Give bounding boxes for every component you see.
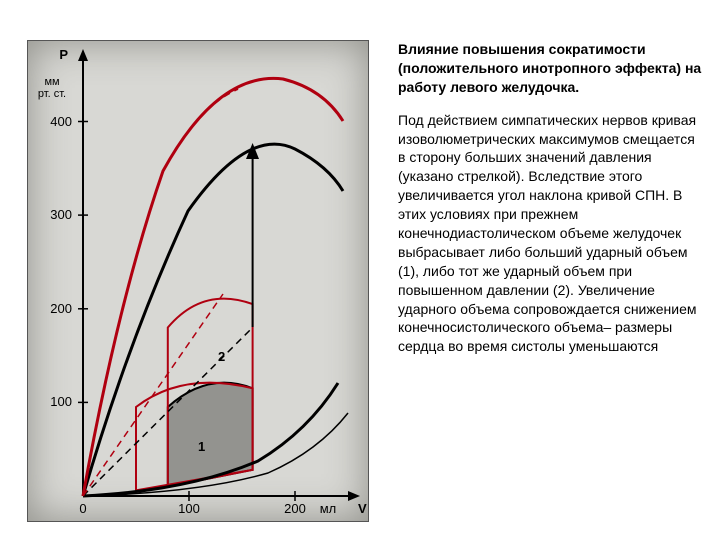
- x-tick-100: 100: [178, 501, 200, 516]
- page: 100 200 300 400 0 100 200 P: [0, 0, 720, 540]
- chart-column: 100 200 300 400 0 100 200 P: [18, 40, 378, 520]
- heading-text: Влияние повышения сократимости (положите…: [398, 40, 702, 97]
- text-column: Влияние повышения сократимости (положите…: [378, 40, 702, 520]
- y-tick-200: 200: [50, 301, 72, 316]
- y-axis-label: P: [59, 47, 68, 62]
- loop-1-label: 1: [198, 439, 205, 454]
- x-axis-arrow-icon: [348, 491, 360, 501]
- x-tick-0: 0: [79, 501, 86, 516]
- body-text: Под действием симпатических нервов крива…: [398, 111, 702, 357]
- x-axis-label: V: [358, 501, 367, 516]
- y-unit-1: мм: [44, 76, 59, 88]
- y-tick-400: 400: [50, 114, 72, 129]
- y-axis-arrow-icon: [78, 49, 88, 61]
- x-unit: мл: [320, 501, 337, 516]
- y-tick-100: 100: [50, 394, 72, 409]
- chart-svg: 100 200 300 400 0 100 200 P: [28, 41, 368, 521]
- x-tick-200: 200: [284, 501, 306, 516]
- y-tick-300: 300: [50, 207, 72, 222]
- y-unit-2: рт. ст.: [38, 88, 66, 100]
- pv-chart: 100 200 300 400 0 100 200 P: [27, 40, 369, 522]
